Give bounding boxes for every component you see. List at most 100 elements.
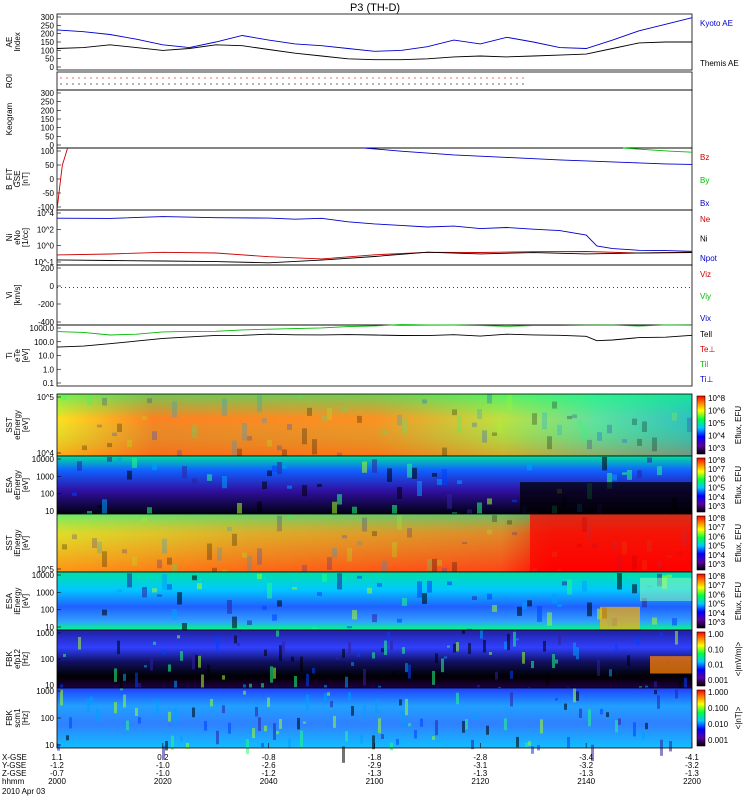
colorbar-label-esa_e: Eflux, EFU: [734, 466, 743, 504]
roi-dot: [174, 77, 176, 79]
y-label-ae: Index: [13, 32, 22, 52]
roi-dot: [264, 83, 266, 85]
series-ti-Til: [56, 324, 693, 336]
footer-value: -2.8: [473, 753, 487, 762]
roi-dot: [216, 83, 218, 85]
y-label-sst_i: SST: [5, 535, 14, 551]
footer-value: -2.6: [262, 761, 276, 770]
roi-dot: [450, 83, 452, 85]
y-label-fbk_b: [Hz]: [21, 711, 30, 725]
roi-dot: [60, 83, 62, 85]
roi-dot: [300, 83, 302, 85]
y-tick-fbk_e: 10: [45, 681, 54, 690]
roi-dot: [480, 77, 482, 79]
legend-vi: Viy: [700, 292, 711, 301]
roi-dot: [192, 83, 194, 85]
panel-sst_e: 10^8 10^6 10^5 10^4 10^3 Eflux, EFU SST eEnergy…: [5, 393, 743, 468]
roi-dot: [114, 83, 116, 85]
sst-i-hot-region: [530, 514, 692, 572]
y-tick-sst_e: 10^4: [37, 449, 55, 458]
y-tick-ae: 0: [50, 63, 55, 72]
y-label-bfit: [nT]: [21, 172, 30, 186]
colorbar-tick-fbk_e: 0.01: [708, 661, 724, 670]
roi-dot: [60, 77, 62, 79]
colorbar-esa_i: [696, 573, 706, 629]
y-tick-esa_i: 10000: [32, 571, 55, 580]
y-label-sst_e: SST: [5, 417, 14, 433]
colorbar-tick-sst_e: 10^5: [708, 419, 726, 428]
footer-value: 2140: [577, 777, 595, 786]
colorbar-sst_i: [696, 515, 706, 571]
y-label-esa_e: ESA: [5, 476, 14, 493]
roi-dot: [126, 77, 128, 79]
roi-dot: [378, 83, 380, 85]
spectrogram-overlay-sst_e: [57, 394, 692, 456]
roi-dot: [84, 77, 86, 79]
series-bfit-By: [623, 147, 693, 153]
colorbar-tick-sst_i: 10^6: [708, 532, 726, 541]
y-tick-ti: 10.0: [38, 352, 54, 361]
roi-dot: [474, 83, 476, 85]
y-tick-ae: 100: [41, 46, 55, 55]
roi-dot: [444, 83, 446, 85]
y-label-fbk_e: [Hz]: [21, 652, 30, 666]
y-tick-ni: 10^2: [37, 225, 55, 234]
roi-dot: [492, 77, 494, 79]
roi-dot: [204, 77, 206, 79]
colorbar-tick-esa_e: 10^4: [708, 493, 726, 502]
roi-dot: [72, 77, 74, 79]
y-tick-ti: 100.0: [34, 338, 55, 347]
footer-value: -1.8: [368, 753, 382, 762]
legend-vi: Vix: [700, 314, 711, 323]
y-label-ti: [eV]: [21, 348, 30, 362]
roi-dot: [258, 77, 260, 79]
roi-dot: [174, 83, 176, 85]
esa-i-burst: [600, 606, 640, 630]
roi-dot: [300, 77, 302, 79]
roi-dot: [150, 77, 152, 79]
roi-dot: [138, 77, 140, 79]
y-label-sst_e: [eV]: [21, 418, 30, 432]
colorbar-tick-esa_e: 10^5: [708, 484, 726, 493]
panel-roi: ROI: [5, 71, 693, 91]
series-ae-Kyoto AE: [56, 17, 693, 52]
series-ni-Ni: [56, 251, 693, 264]
roi-dot: [402, 77, 404, 79]
colorbar-tick-sst_i: 10^3: [708, 560, 726, 569]
colorbar-tick-fbk_b: 0.100: [708, 704, 729, 713]
esa-e-dropout: [520, 482, 692, 514]
roi-dot: [438, 77, 440, 79]
roi-dot: [342, 83, 344, 85]
y-tick-ae: 50: [45, 55, 54, 64]
roi-dot: [522, 77, 524, 79]
roi-dot: [186, 77, 188, 79]
series-ae-Themis AE: [56, 41, 692, 61]
y-label-keogram: Keogram: [5, 102, 14, 135]
y-label-ni: Ni: [5, 234, 14, 242]
y-tick-ni: 10^4: [37, 209, 55, 218]
footer-row-label: hhmm: [2, 777, 25, 786]
y-label-ti: Ti: [5, 352, 14, 359]
y-tick-keogram: 50: [45, 132, 54, 141]
roi-dot: [372, 83, 374, 85]
colorbar-tick-esa_e: 10^6: [708, 474, 726, 483]
roi-dot: [480, 83, 482, 85]
roi-dot: [360, 77, 362, 79]
roi-dot: [108, 83, 110, 85]
roi-dot: [102, 83, 104, 85]
roi-dot: [522, 83, 524, 85]
y-tick-fbk_b: 1000: [36, 687, 54, 696]
y-label-vi: [km/s]: [13, 284, 22, 305]
roi-dot: [444, 77, 446, 79]
legend-ti: Te⊥: [700, 345, 715, 354]
roi-dot: [426, 77, 428, 79]
roi-dot: [366, 83, 368, 85]
footer-value: -3.4: [579, 753, 593, 762]
roi-dot: [198, 77, 200, 79]
roi-dot: [276, 77, 278, 79]
roi-dot: [336, 83, 338, 85]
roi-dot: [210, 83, 212, 85]
frame-ae: [56, 13, 693, 71]
